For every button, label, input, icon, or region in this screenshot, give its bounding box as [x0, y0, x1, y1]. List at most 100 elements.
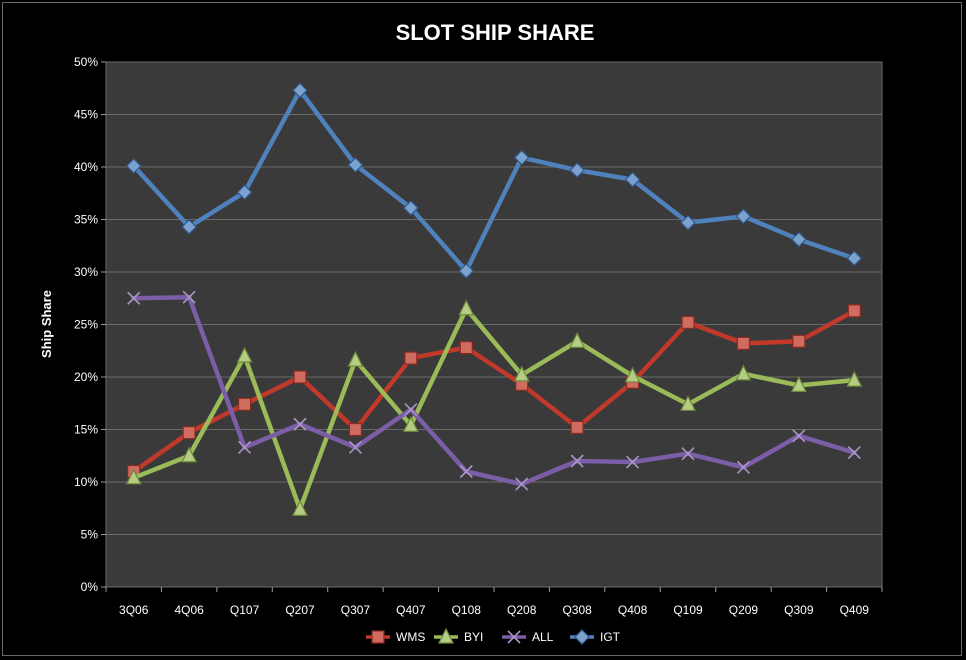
x-tick-label: Q408 [618, 603, 648, 617]
x-tick-label: Q407 [396, 603, 426, 617]
data-point-igt [292, 82, 308, 99]
series-byi [125, 299, 863, 516]
data-point-wms [681, 315, 695, 329]
x-tick-labels: 3Q06 4Q06 Q107 Q207 Q307 Q407 Q108 Q208 Q308 Q408… [105, 587, 883, 617]
data-point-igt [347, 157, 364, 173]
legend-item-byi: BYI [434, 627, 483, 644]
legend-swatch-marker [507, 630, 521, 644]
y-tick-label: 25% [74, 318, 98, 332]
data-point-byi [790, 376, 807, 392]
data-point-igt [181, 219, 197, 235]
data-point-byi [402, 415, 419, 432]
legend: WMS BYI ALL IGT [366, 627, 621, 645]
legend-swatch-marker [574, 629, 590, 645]
data-point-all [293, 417, 307, 431]
data-point-byi [513, 365, 530, 382]
data-point-all [404, 402, 418, 417]
data-point-all [681, 447, 695, 461]
data-point-igt [624, 171, 641, 188]
data-point-igt [680, 214, 696, 231]
x-tick-label: Q208 [507, 603, 537, 617]
data-point-wms [182, 426, 196, 440]
series-igt [125, 82, 863, 279]
data-point-all [348, 440, 362, 454]
data-point-byi [292, 499, 308, 516]
data-point-all [570, 454, 584, 468]
series-all [127, 290, 861, 491]
data-point-all [238, 440, 252, 454]
data-point-byi [569, 331, 586, 348]
data-point-byi [680, 394, 696, 411]
x-tick-label: Q308 [562, 603, 592, 617]
data-point-all [736, 460, 750, 474]
y-tick-label: 10% [74, 475, 98, 489]
data-point-byi [846, 370, 863, 387]
x-tick-label: Q409 [840, 603, 870, 617]
y-tick-label: 20% [74, 370, 98, 384]
data-point-igt [236, 184, 253, 201]
data-point-all [182, 290, 196, 304]
series-line-igt [131, 88, 857, 274]
data-point-all [515, 477, 529, 491]
legend-item-wms: WMS [366, 630, 425, 644]
data-point-igt [403, 200, 419, 216]
y-tick-label: 50% [74, 55, 98, 69]
data-point-wms [293, 370, 307, 384]
data-point-byi [125, 468, 142, 485]
y-axis-label: Ship Share [39, 290, 54, 358]
chart-title: SLOT SHIP SHARE [396, 20, 595, 45]
legend-swatch-marker [371, 630, 385, 644]
legend-label: WMS [396, 630, 425, 644]
x-tick-label: Q108 [452, 603, 482, 617]
x-tick-label: Q209 [729, 603, 759, 617]
x-tick-label: Q307 [341, 603, 371, 617]
series-lines [125, 82, 863, 516]
series-line-wms [131, 308, 857, 474]
data-point-all [127, 291, 141, 305]
data-point-wms [459, 341, 473, 355]
legend-label: IGT [600, 630, 621, 644]
data-point-igt [791, 231, 807, 248]
y-tick-label: 40% [74, 160, 98, 174]
data-point-igt [735, 208, 752, 225]
data-point-wms [736, 336, 751, 350]
legend-label: ALL [532, 630, 554, 644]
data-point-byi [624, 366, 641, 383]
x-tick-label: Q109 [673, 603, 703, 617]
legend-item-igt: IGT [570, 629, 621, 645]
series-line-byi [131, 306, 857, 512]
y-tick-label: 5% [81, 528, 99, 542]
y-tick-label: 15% [74, 423, 98, 437]
data-point-igt [125, 158, 142, 174]
legend-swatch-marker [438, 627, 454, 644]
x-tick-label: Q107 [230, 603, 260, 617]
data-point-byi [236, 346, 253, 363]
data-point-wms [792, 334, 806, 348]
data-point-byi [735, 364, 752, 381]
data-point-all [626, 455, 640, 469]
x-tick-label: 4Q06 [174, 603, 204, 617]
data-point-igt [846, 250, 863, 267]
x-tick-label: Q309 [784, 603, 814, 617]
y-tick-labels: 0% 5% 10% 15% 20% 25% 30% 35% 40% 45% 50% [74, 55, 106, 594]
x-tick-label: 3Q06 [119, 603, 149, 617]
data-point-igt [569, 162, 585, 178]
series-line-all [131, 294, 857, 487]
y-tick-label: 0% [81, 580, 99, 594]
data-point-wms [348, 422, 363, 437]
data-point-wms [847, 304, 861, 318]
y-tick-label: 30% [74, 265, 98, 279]
data-point-byi [458, 299, 475, 316]
data-point-wms [570, 420, 584, 434]
legend-item-all: ALL [502, 630, 554, 644]
data-point-byi [181, 446, 198, 463]
y-tick-label: 45% [74, 108, 98, 122]
data-point-igt [458, 263, 475, 279]
x-tick-label: Q207 [285, 603, 315, 617]
legend-label: BYI [464, 630, 483, 644]
data-point-all [792, 429, 806, 443]
data-point-byi [347, 350, 364, 367]
data-point-all [847, 446, 861, 460]
y-tick-label: 35% [74, 213, 98, 227]
